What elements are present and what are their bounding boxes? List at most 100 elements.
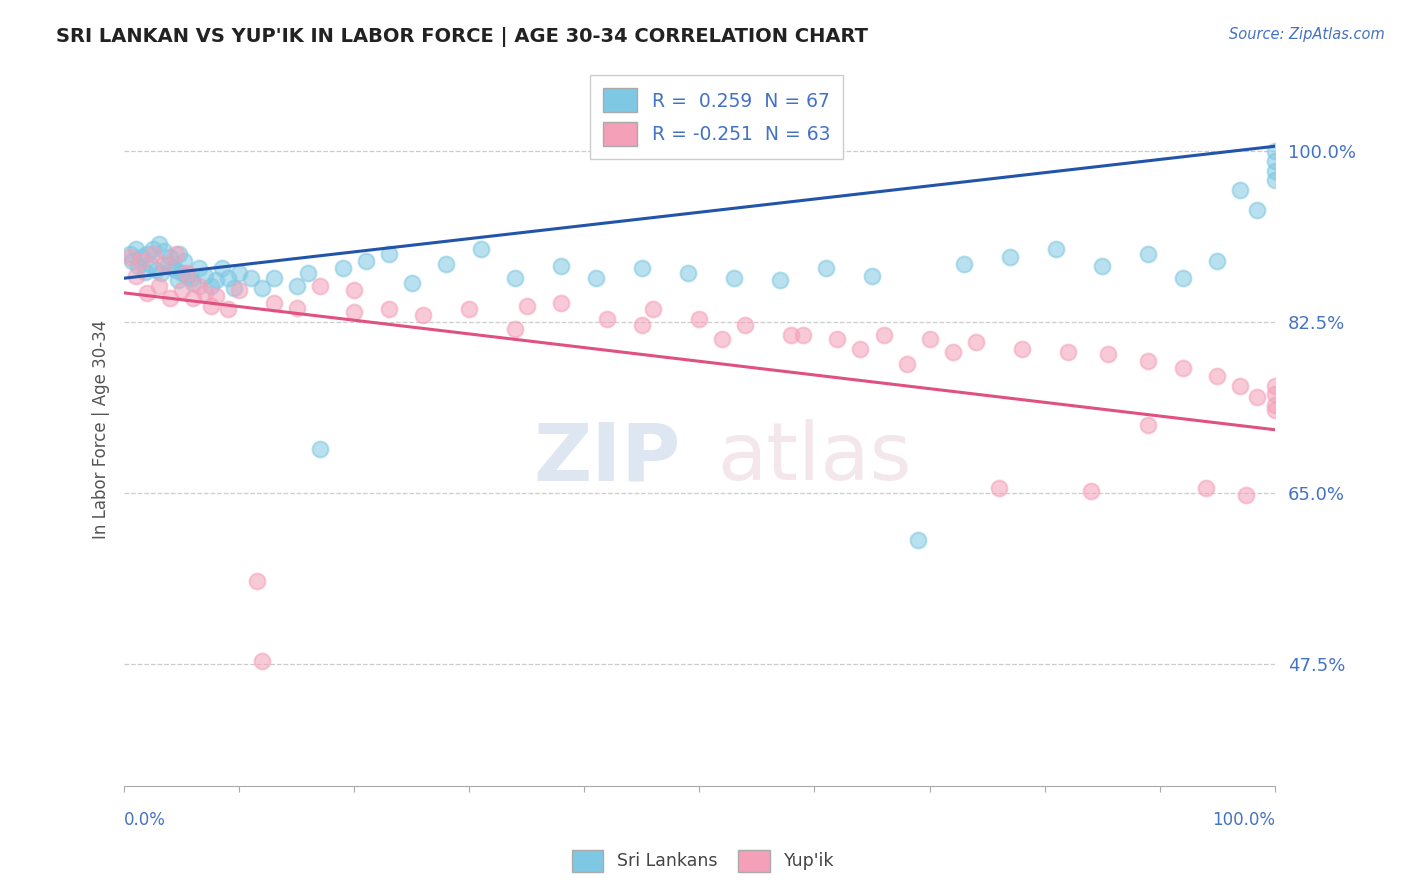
Point <box>121 253 143 268</box>
Point <box>148 237 170 252</box>
Point <box>631 318 654 332</box>
Point <box>688 312 710 326</box>
Point <box>1246 202 1268 217</box>
Point <box>165 263 187 277</box>
Point <box>1011 342 1033 356</box>
Point <box>458 302 481 317</box>
Point <box>188 279 211 293</box>
Point <box>631 261 654 276</box>
Point <box>643 302 665 317</box>
Point <box>169 247 191 261</box>
Point <box>596 312 619 326</box>
Point <box>138 256 160 270</box>
Point <box>1171 361 1194 376</box>
Point <box>378 247 401 261</box>
Point <box>1264 153 1286 168</box>
Point <box>676 266 699 280</box>
Point <box>516 299 538 313</box>
Point <box>860 269 883 284</box>
Point <box>180 271 202 285</box>
Point <box>156 256 179 270</box>
Point <box>170 266 193 280</box>
Point <box>1137 247 1160 261</box>
Point <box>148 279 170 293</box>
Point <box>142 247 165 261</box>
Point <box>505 271 527 285</box>
Point <box>297 266 319 280</box>
Point <box>378 302 401 317</box>
Point <box>896 357 918 371</box>
Point <box>127 260 149 274</box>
Point <box>131 250 153 264</box>
Point <box>285 301 308 315</box>
Text: 0.0%: 0.0% <box>124 811 166 829</box>
Point <box>1091 260 1114 274</box>
Point <box>1264 144 1286 158</box>
Point <box>354 253 377 268</box>
Point <box>205 273 228 287</box>
Point <box>1056 344 1078 359</box>
Point <box>194 269 217 284</box>
Point <box>150 266 173 280</box>
Y-axis label: In Labor Force | Age 30-34: In Labor Force | Age 30-34 <box>93 320 110 540</box>
Text: Source: ZipAtlas.com: Source: ZipAtlas.com <box>1229 27 1385 42</box>
Point <box>145 263 167 277</box>
Point <box>194 285 217 300</box>
Text: atlas: atlas <box>717 419 911 497</box>
Point <box>188 261 211 276</box>
Point <box>205 289 228 303</box>
Text: ZIP: ZIP <box>534 419 681 497</box>
Point <box>165 247 187 261</box>
Point <box>1206 368 1229 383</box>
Point <box>217 271 239 285</box>
Point <box>1045 242 1067 256</box>
Point <box>585 271 607 285</box>
Point <box>550 260 572 274</box>
Point <box>814 261 837 276</box>
Legend: R =  0.259  N = 67, R = -0.251  N = 63: R = 0.259 N = 67, R = -0.251 N = 63 <box>591 75 844 159</box>
Point <box>153 244 176 258</box>
Point <box>181 291 204 305</box>
Point <box>780 327 803 342</box>
Point <box>263 295 285 310</box>
Point <box>827 332 849 346</box>
Point <box>998 250 1021 264</box>
Point <box>343 283 366 297</box>
Point <box>252 654 274 668</box>
Point <box>965 334 987 349</box>
Point <box>125 269 148 284</box>
Point <box>217 302 239 317</box>
Point <box>239 271 262 285</box>
Point <box>125 242 148 256</box>
Point <box>1229 183 1251 197</box>
Point <box>1080 484 1102 499</box>
Point <box>1246 391 1268 405</box>
Point <box>245 574 267 589</box>
Point <box>285 279 308 293</box>
Point <box>1264 403 1286 417</box>
Point <box>1264 163 1286 178</box>
Point <box>1206 253 1229 268</box>
Point <box>142 242 165 256</box>
Text: 100.0%: 100.0% <box>1212 811 1275 829</box>
Point <box>200 299 222 313</box>
Point <box>505 322 527 336</box>
Point <box>953 256 976 270</box>
Point <box>434 256 457 270</box>
Point <box>1229 378 1251 392</box>
Point <box>228 283 250 297</box>
Point <box>711 332 734 346</box>
Point <box>176 266 198 280</box>
Point <box>918 332 941 346</box>
Point <box>153 256 176 270</box>
Point <box>222 281 245 295</box>
Point <box>200 279 222 293</box>
Legend: Sri Lankans, Yup'ik: Sri Lankans, Yup'ik <box>565 843 841 879</box>
Point <box>343 305 366 319</box>
Point <box>1097 347 1119 361</box>
Point <box>167 273 190 287</box>
Point <box>1234 488 1257 502</box>
Point <box>1194 481 1216 495</box>
Point <box>118 250 141 264</box>
Point <box>263 271 285 285</box>
